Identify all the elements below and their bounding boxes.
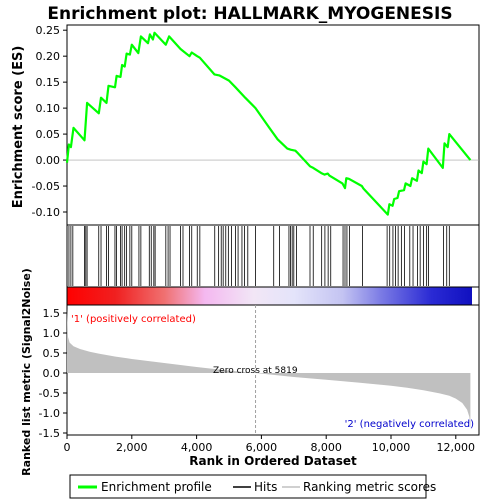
zero-cross-label: Zero cross at 5819 [213,366,298,376]
legend: Enrichment profile Hits Ranking metric s… [69,474,436,499]
es-y-tick-label: 0.10 [36,102,61,115]
es-y-axis: 0.25 0.20 0.15 0.10 0.05 0.00 -0.05 -0.10 [32,24,67,219]
x-tick-label: 8,000 [310,441,342,454]
legend-metric-label: Ranking metric scores [303,480,436,494]
metric-y-tick-label: -1.0 [39,407,60,420]
metric-y-axis-label: Ranked list metric (Signal2Noise) [20,268,33,476]
enrichment-profile-line [65,31,472,216]
es-y-tick-label: 0.15 [36,76,61,89]
ranking-metric-area [67,308,471,430]
metric-y-tick-label: 1.5 [43,307,61,320]
es-y-tick-label: -0.05 [32,180,60,193]
metric-y-tick-label: 1.0 [43,327,61,340]
es-y-axis-label: Enrichment score (ES) [11,46,26,209]
metric-y-tick-label: 0.5 [43,347,61,360]
es-line-group [65,31,479,216]
chart-title: Enrichment plot: HALLMARK_MYOGENESIS [47,4,452,24]
x-tick-label: 4,000 [181,441,213,454]
es-panel-frame [66,24,480,226]
es-y-tick-label: 0.25 [36,24,61,37]
negative-correlation-label: '2' (negatively correlated) [345,419,474,430]
metric-y-axis: 1.5 1.0 0.5 0.0 -0.5 -1.0 -1.5 [39,307,67,440]
ranked-list-color-bar [67,287,472,305]
es-y-tick-label: 0.00 [36,154,61,167]
legend-enrichment-label: Enrichment profile [101,480,212,494]
metric-y-tick-label: 0.0 [43,367,61,380]
metric-y-tick-label: -1.5 [39,427,60,440]
metric-y-tick-label: -0.5 [39,387,60,400]
legend-hits-label: Hits [254,480,277,494]
x-tick-label: 2,000 [116,441,148,454]
positive-correlation-label: '1' (positively correlated) [71,314,196,325]
x-axis-label: Rank in Ordered Dataset [189,454,357,468]
x-tick-label: 0 [64,441,71,454]
es-y-tick-label: -0.10 [32,206,60,219]
x-tick-label: 10,000 [372,441,411,454]
es-y-tick-label: 0.20 [36,50,61,63]
hits-panel-frame [66,224,480,288]
x-tick-label: 12,000 [437,441,476,454]
x-tick-label: 6,000 [246,441,278,454]
x-axis: 0 2,000 4,000 6,000 8,000 10,000 12,000 [64,435,476,454]
es-y-tick-label: 0.05 [36,128,61,141]
hits-group [68,226,450,286]
metric-group [67,305,471,435]
